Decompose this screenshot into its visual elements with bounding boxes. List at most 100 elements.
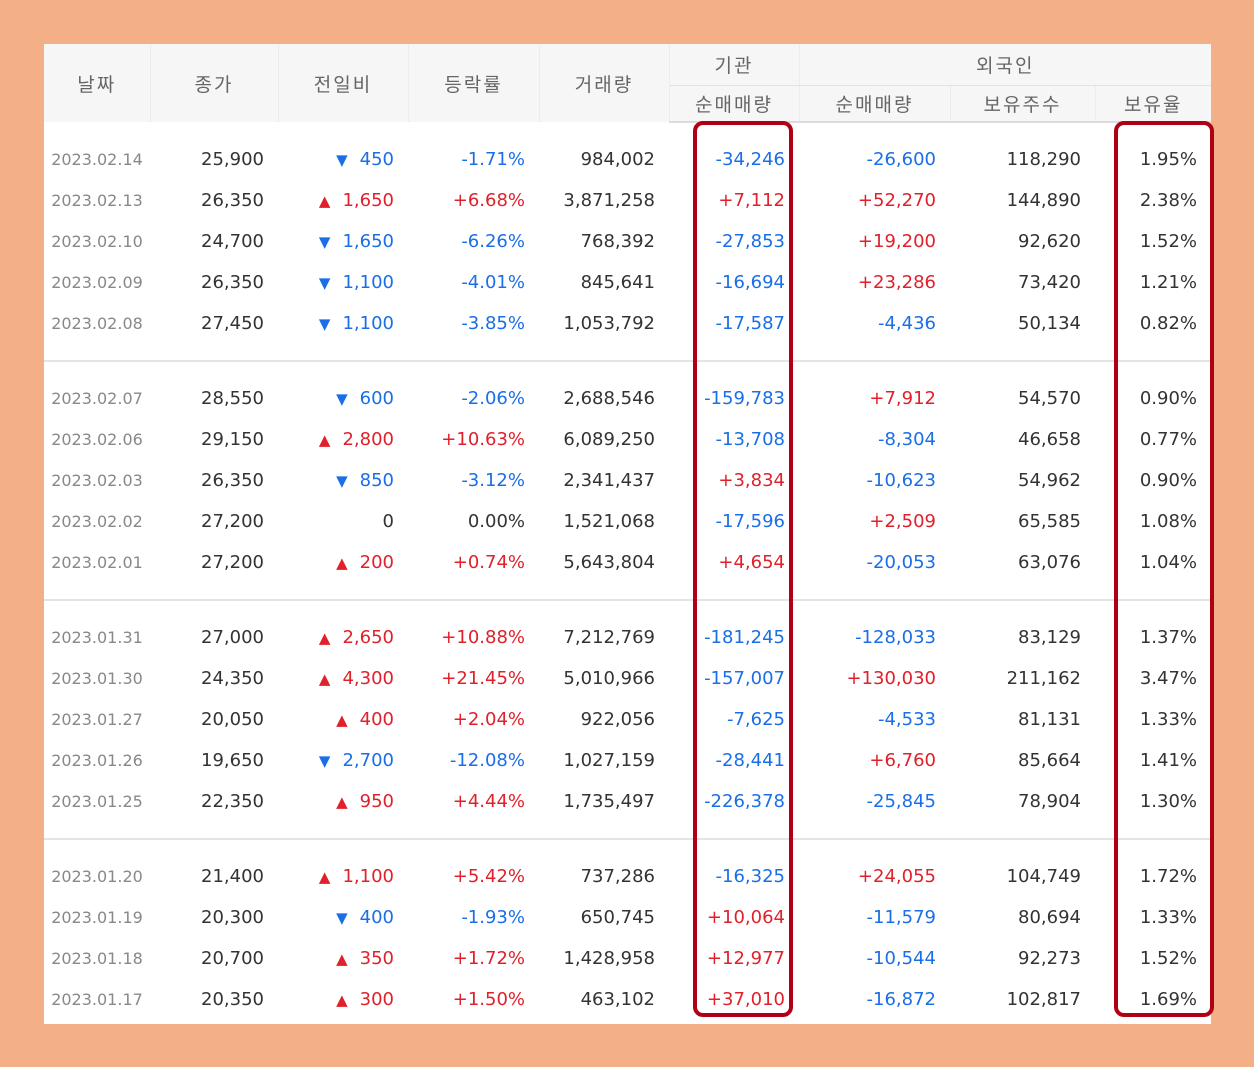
table-body: 2023.02.14 25,900 ▼ 450 -1.71% 984,002 -34,246… (44, 122, 1211, 1024)
cell-holdings: 83,129 (1018, 627, 1081, 648)
cell-hold-rate: 0.90% (1139, 388, 1198, 409)
cell-inst-net: -16,694 (715, 272, 785, 293)
cell-rate: 0.00% (467, 511, 525, 532)
cell-change: ▼ 850 (278, 460, 408, 501)
cell-foreign-net: +6,760 (869, 750, 936, 771)
cell-change: ▲ 400 (278, 699, 408, 740)
cell-holdings: 54,962 (1018, 470, 1081, 491)
cell-holdings: 54,570 (1018, 388, 1081, 409)
header-volume: 거래량 (539, 44, 670, 122)
triangle-up-icon: ▲ (318, 629, 331, 647)
triangle-down-icon: ▼ (318, 274, 331, 292)
cell-change-value: 2,700 (342, 750, 394, 771)
cell-hold-rate: 1.69% (1139, 989, 1198, 1010)
cell-holdings: 92,620 (1018, 231, 1081, 252)
cell-volume: 2,688,546 (563, 388, 655, 409)
table-row: 2023.02.13 26,350 ▲ 1,650 +6.68% 3,871,258 +7,… (44, 180, 1211, 221)
cell-date: 2023.02.06 (51, 430, 143, 449)
cell-change: ▼ 600 (278, 378, 408, 419)
cell-foreign-net: +23,286 (857, 272, 936, 293)
cell-volume: 1,428,958 (563, 948, 655, 969)
cell-inst-net: -157,007 (704, 668, 785, 689)
cell-rate: -1.93% (461, 907, 525, 928)
cell-hold-rate: 1.21% (1139, 272, 1198, 293)
cell-close: 19,650 (201, 750, 264, 771)
triangle-down-icon: ▼ (318, 752, 331, 770)
triangle-up-icon: ▲ (336, 950, 348, 968)
cell-date: 2023.02.01 (51, 553, 143, 572)
header-close: 종가 (150, 44, 279, 122)
cell-volume: 650,745 (580, 907, 655, 928)
cell-inst-net: +12,977 (706, 948, 785, 969)
cell-foreign-net: -128,033 (855, 627, 936, 648)
cell-volume: 1,521,068 (563, 511, 655, 532)
cell-date: 2023.02.07 (51, 389, 143, 408)
triangle-up-icon: ▲ (336, 711, 348, 729)
cell-rate: -1.71% (461, 149, 525, 170)
group-spacer (44, 840, 1211, 856)
header-foreign: 외국인 (799, 44, 1211, 86)
cell-foreign-net: -26,600 (866, 149, 936, 170)
cell-close: 29,150 (201, 429, 264, 450)
cell-close: 21,400 (201, 866, 264, 887)
cell-foreign-net: -4,436 (877, 313, 936, 334)
cell-foreign-net: -8,304 (877, 429, 936, 450)
cell-foreign-net: +25,400 (799, 1020, 950, 1024)
cell-inst-net: +4,654 (718, 552, 785, 573)
cell-change-value: 1,100 (342, 866, 394, 887)
cell-holdings: 104,749 (1006, 866, 1081, 887)
cell-rate: +0.74% (452, 552, 525, 573)
cell-change-value: 2,650 (342, 627, 394, 648)
table-row: 2023.02.02 27,200 0 0.00% 1,521,068 -17,596 +2… (44, 501, 1211, 542)
cell-close: 26,350 (201, 190, 264, 211)
cell-volume: 1,735,497 (563, 791, 655, 812)
cell-rate: +1.50% (452, 989, 525, 1010)
cell-holdings: 46,658 (1018, 429, 1081, 450)
cell-rate: +21.45% (441, 668, 525, 689)
header-foreign-net: 순매매량 (799, 85, 951, 123)
cell-change-value: 4,300 (342, 668, 394, 689)
cell-change: ▲ 2,650 (278, 617, 408, 658)
table-row: 2023.02.06 29,150 ▲ 2,800 +10.63% 6,089,250 -1… (44, 419, 1211, 460)
cell-foreign-net: +19,200 (857, 231, 936, 252)
cell-inst-net: +37,010 (706, 989, 785, 1010)
cell-close: 24,700 (201, 231, 264, 252)
cell-rate: +6.68% (452, 190, 525, 211)
cell-holdings: 92,273 (1018, 948, 1081, 969)
cell-inst-net: -16,325 (715, 866, 785, 887)
cell-date: 2023.01.18 (51, 949, 143, 968)
cell-change: ▲ 950 (278, 781, 408, 822)
cell-date: 2023.02.08 (51, 314, 143, 333)
table-row: 2023.02.03 26,350 ▼ 850 -3.12% 2,341,437 +3,83… (44, 460, 1211, 501)
cell-volume: 984,002 (580, 149, 655, 170)
triangle-up-icon: ▲ (318, 431, 331, 449)
cell-change: ▲ 200 (278, 542, 408, 583)
triangle-up-icon: ▲ (336, 991, 348, 1009)
cell-change-value: 450 (359, 149, 394, 170)
cell-hold-rate: 0.82% (1139, 313, 1198, 334)
cell-change: ▲ 350 (278, 938, 408, 979)
cell-foreign-net: -10,623 (866, 470, 936, 491)
triangle-up-icon: ▲ (336, 554, 348, 572)
cell-date: 2023.02.09 (51, 273, 143, 292)
cell-date: 2023.02.14 (51, 150, 143, 169)
cell-holdings: 119,689 (950, 1020, 1095, 1024)
cell-close: 22,350 (201, 791, 264, 812)
cell-inst-net: -34,246 (715, 149, 785, 170)
cell-hold-rate: 1.52% (1139, 948, 1198, 969)
cell-close: 28,550 (201, 388, 264, 409)
cell-inst-net: -159,783 (704, 388, 785, 409)
group-spacer (44, 601, 1211, 617)
cell-rate: -4.01% (461, 272, 525, 293)
table-row: 2023.02.09 26,350 ▼ 1,100 -4.01% 845,641 -16,6… (44, 262, 1211, 303)
table-row: 2023.01.17 20,350 ▲ 300 +1.50% 463,102 +37,010… (44, 979, 1211, 1020)
cell-rate: -6.26% (461, 231, 525, 252)
cell-foreign-net: +130,030 (846, 668, 936, 689)
cell-close: 27,200 (201, 511, 264, 532)
cell-change-value: 400 (359, 709, 394, 730)
cell-rate: +10.88% (441, 627, 525, 648)
cell-volume: 3,871,258 (563, 190, 655, 211)
group-spacer (44, 344, 1211, 361)
cell-hold-rate: 1.04% (1139, 552, 1198, 573)
